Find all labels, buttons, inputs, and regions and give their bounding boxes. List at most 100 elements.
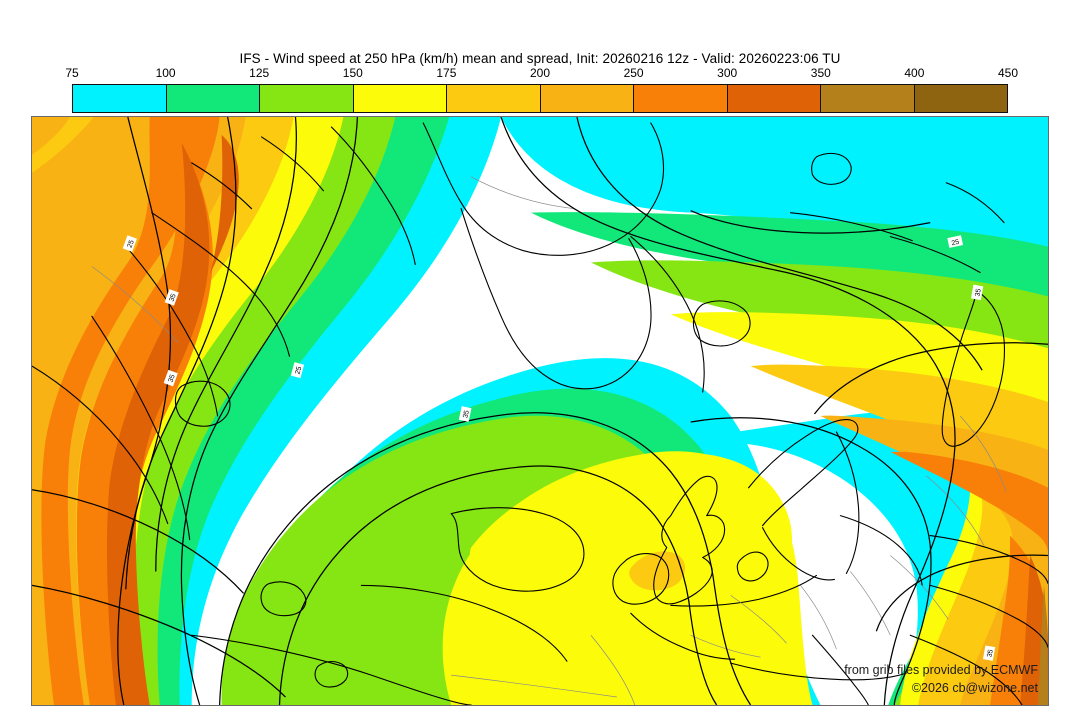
coast-med-north bbox=[730, 662, 907, 681]
coast-iberia bbox=[450, 507, 585, 592]
page-title: IFS - Wind speed at 250 hPa (km/h) mean … bbox=[239, 51, 841, 66]
colorbar: 75 100 125 150 175 200 250 300 350 400 450 bbox=[65, 66, 1018, 113]
coast-hudson bbox=[151, 212, 291, 357]
coast-na-east2 bbox=[32, 365, 169, 525]
border-africa-1 bbox=[451, 674, 617, 698]
coast-svalbard bbox=[811, 152, 852, 185]
contour-12 bbox=[875, 554, 1048, 632]
contour-5 bbox=[219, 412, 752, 705]
contour-10 bbox=[690, 210, 931, 234]
band-150-175-uk bbox=[469, 452, 793, 628]
border-eu-1 bbox=[730, 595, 787, 644]
coast-nw-africa bbox=[360, 584, 568, 662]
contour-label-group: 25 35 25 35 bbox=[122, 235, 996, 661]
band-300-350-na bbox=[106, 142, 210, 705]
coast-greenland-s bbox=[460, 208, 652, 390]
contour-label: 25 bbox=[951, 239, 960, 247]
colorbar-tick: 100 bbox=[155, 66, 176, 80]
coast-europe-north bbox=[670, 574, 818, 607]
band-175-200-uk bbox=[629, 551, 686, 591]
coast-scandinavia-s bbox=[762, 527, 835, 581]
colorbar-tick: 400 bbox=[904, 66, 925, 80]
colorbar-tick: 200 bbox=[529, 66, 551, 80]
band-250-300-se bbox=[890, 451, 1048, 552]
colorbar-swatch-250-300 bbox=[634, 85, 728, 112]
colorbar-tick: 300 bbox=[717, 66, 738, 80]
band-200-250 bbox=[32, 117, 70, 155]
contour-11 bbox=[813, 342, 1048, 415]
colorbar-swatch-400-450 bbox=[914, 85, 1007, 112]
band-250-300-na bbox=[41, 117, 220, 705]
coast-africa-2 bbox=[191, 634, 472, 705]
coast-italy bbox=[811, 634, 869, 705]
coast-madeira bbox=[314, 661, 349, 688]
contour-4 bbox=[180, 117, 358, 705]
coastlines bbox=[32, 122, 1048, 705]
border-eu-7 bbox=[959, 415, 1007, 492]
colorbar-swatch-100-125 bbox=[166, 85, 260, 112]
colorbar-swatch-350-400 bbox=[821, 85, 915, 112]
contour-1 bbox=[117, 117, 172, 705]
border-eu-5 bbox=[690, 634, 761, 658]
colorbar-tick: 175 bbox=[436, 66, 457, 80]
contour-7 bbox=[500, 117, 956, 705]
map-canvas[interactable]: 25 35 25 35 bbox=[31, 116, 1049, 706]
coast-ireland bbox=[612, 552, 670, 605]
coast-greenland-e bbox=[630, 236, 705, 393]
coast-norway bbox=[748, 419, 859, 527]
coast-great-britain bbox=[653, 475, 726, 605]
coast-arctic-2 bbox=[191, 162, 253, 210]
colorbar-swatch-75-100 bbox=[73, 85, 167, 112]
colorbar-tick: 75 bbox=[65, 66, 79, 80]
wind-speed-bands bbox=[32, 117, 1048, 705]
border-eu-2 bbox=[800, 585, 837, 650]
coast-baltic bbox=[839, 515, 923, 586]
coast-greenland bbox=[422, 122, 665, 256]
colorbar-swatch-300-350 bbox=[727, 85, 821, 112]
contour-label: 25 bbox=[127, 239, 136, 249]
contour-2 bbox=[125, 117, 237, 590]
border-eu-6 bbox=[926, 475, 985, 546]
contour-6 bbox=[278, 465, 718, 705]
coast-russia-north bbox=[889, 236, 981, 274]
contour-9 bbox=[690, 417, 932, 705]
border-eu-4 bbox=[890, 555, 949, 620]
coast-arctic-1 bbox=[260, 136, 324, 192]
colorbar-tick: 250 bbox=[623, 66, 644, 80]
contour-label: 35 bbox=[169, 293, 178, 303]
contour-label: 35 bbox=[986, 649, 994, 658]
coast-europe-west bbox=[630, 612, 736, 660]
coast-baffin bbox=[330, 126, 416, 266]
coast-caspian bbox=[941, 289, 1006, 447]
coast-novaya bbox=[945, 182, 1005, 224]
colorbar-swatches bbox=[72, 84, 1008, 113]
coast-denmark bbox=[736, 551, 769, 582]
contour-3 bbox=[155, 117, 297, 572]
colorbar-tick: 350 bbox=[810, 66, 831, 80]
coast-blacksea bbox=[929, 535, 1048, 584]
watermark-source: from grib files provided by ECMWF bbox=[844, 663, 1038, 677]
colorbar-swatch-175-200 bbox=[447, 85, 541, 112]
colorbar-swatch-200-250 bbox=[540, 85, 634, 112]
contour-14 bbox=[32, 584, 286, 698]
coast-barents bbox=[789, 212, 913, 242]
band-300-350-na2 bbox=[209, 134, 239, 275]
coast-canary bbox=[260, 581, 307, 617]
border-eu-3 bbox=[850, 571, 891, 636]
colorbar-tick-labels: 75 100 125 150 175 200 250 300 350 400 450 bbox=[65, 66, 1018, 82]
contour-13 bbox=[32, 489, 245, 594]
contour-8 bbox=[576, 117, 983, 371]
contour-label: 35 bbox=[168, 374, 177, 384]
colorbar-tick: 150 bbox=[342, 66, 363, 80]
border-greenland-ice bbox=[470, 176, 575, 210]
band-200-250-b bbox=[32, 117, 246, 705]
map-svg: 25 35 25 35 bbox=[32, 117, 1048, 705]
political-borders bbox=[91, 176, 1007, 705]
colorbar-tick: 450 bbox=[997, 66, 1019, 80]
border-na-1 bbox=[91, 266, 178, 343]
coast-na-east bbox=[91, 315, 191, 541]
coast-med-east bbox=[909, 634, 1023, 705]
colorbar-swatch-150-175 bbox=[353, 85, 447, 112]
contour-label: 35 bbox=[462, 410, 470, 419]
